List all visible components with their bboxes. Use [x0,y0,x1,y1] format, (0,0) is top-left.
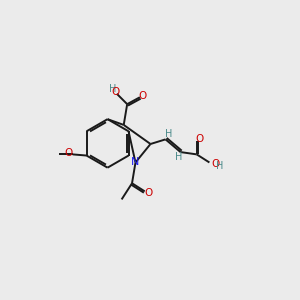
Text: H: H [216,161,224,171]
Text: O: O [144,188,152,197]
Text: H: H [175,152,182,162]
Text: H: H [165,129,172,139]
Text: H: H [109,84,117,94]
Text: N: N [131,158,140,167]
Text: O: O [139,91,147,101]
Text: O: O [64,148,73,158]
Text: O: O [195,134,204,144]
Text: O: O [112,87,120,97]
Text: O: O [211,159,219,169]
